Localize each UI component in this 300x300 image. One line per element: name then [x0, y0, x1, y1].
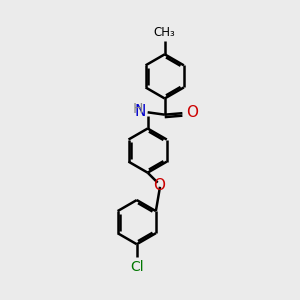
Text: Cl: Cl	[130, 260, 144, 274]
Text: O: O	[186, 105, 198, 120]
Text: CH₃: CH₃	[154, 26, 176, 39]
Text: N: N	[135, 103, 146, 118]
Text: H: H	[133, 102, 143, 116]
Text: O: O	[153, 178, 165, 193]
